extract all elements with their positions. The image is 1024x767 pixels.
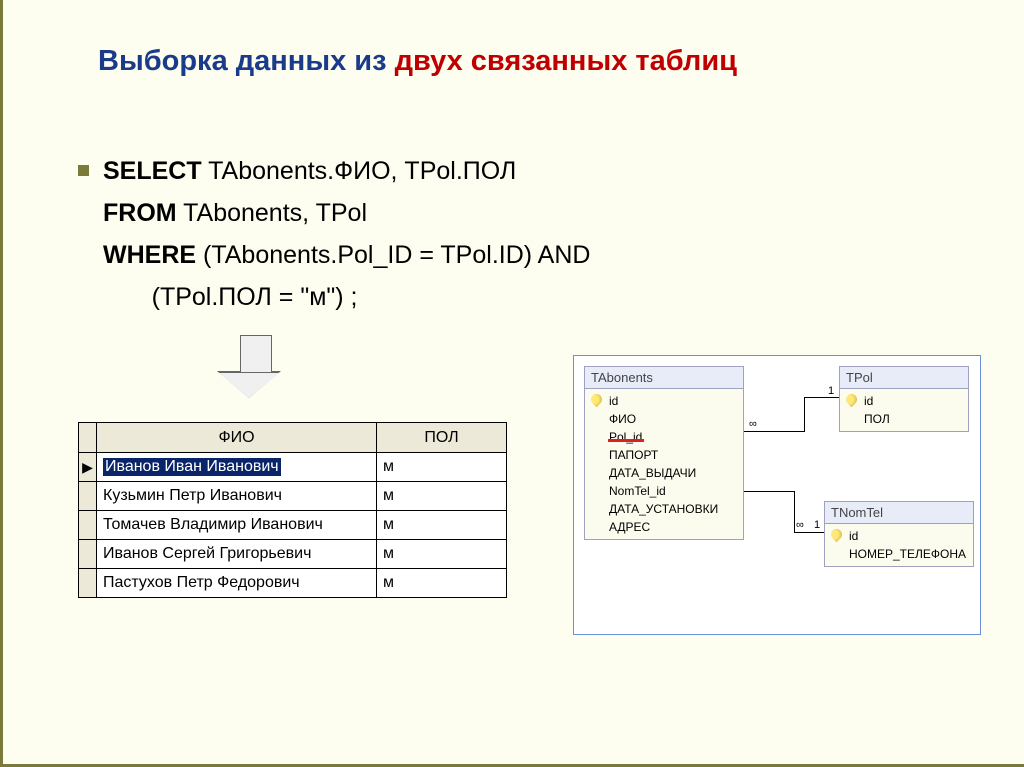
field-list: id ФИО Pol_id ПАПОРТ ДАТА_ВЫДАЧИ NomTel_… (585, 389, 743, 539)
cell-fio: Томачев Владимир Иванович (97, 511, 377, 540)
table-row: Пастухов Петр Федорович м (79, 569, 507, 598)
cardinality-infinity: ∞ (796, 519, 804, 531)
field-id: id (585, 392, 743, 410)
relation-line (804, 397, 805, 432)
sql-code: SELECT TAbonents.ФИО, TPol.ПОЛ FROM TAbo… (103, 150, 590, 318)
title-part1: Выборка данных из (98, 45, 395, 77)
cell-pol: м (377, 453, 507, 482)
field-passport: ПАПОРТ (585, 446, 743, 464)
relation-line (744, 431, 804, 432)
title-part2: двух связанных таблиц (395, 45, 737, 77)
field-address: АДРЕС (585, 518, 743, 536)
cell-fio: Иванов Иван Иванович (97, 453, 377, 482)
relation-line (744, 491, 794, 492)
sql-line-2: FROM TAbonents, TPol (103, 192, 590, 234)
row-head (79, 569, 97, 598)
col-fio: ФИО (97, 423, 377, 453)
result-table: ФИО ПОЛ ▶ Иванов Иван Иванович м Кузьмин… (78, 422, 507, 598)
row-head (79, 482, 97, 511)
sql-line-4: (TPol.ПОЛ = "м") ; (103, 276, 590, 318)
table-row: ▶ Иванов Иван Иванович м (79, 453, 507, 482)
sql-line-1: SELECT TAbonents.ФИО, TPol.ПОЛ (103, 150, 590, 192)
cardinality-one: 1 (814, 519, 820, 531)
field-pol: ПОЛ (840, 410, 968, 428)
field-issue-date: ДАТА_ВЫДАЧИ (585, 464, 743, 482)
cell-pol: м (377, 540, 507, 569)
cell-fio: Пастухов Петр Федорович (97, 569, 377, 598)
cardinality-infinity: ∞ (749, 418, 757, 430)
table-row: Иванов Сергей Григорьевич м (79, 540, 507, 569)
bullet-icon (78, 165, 89, 176)
sql-line-3: WHERE (TAbonents.Pol_ID = TPol.ID) AND (103, 234, 590, 276)
slide-title: Выборка данных из двух связанных таблиц (98, 45, 737, 78)
arrow-down-icon (233, 335, 279, 398)
field-polid: Pol_id (585, 428, 743, 446)
field-list: id ПОЛ (840, 389, 968, 431)
table-header-row: ФИО ПОЛ (79, 423, 507, 453)
table-box-tabonents: TAbonents id ФИО Pol_id ПАПОРТ ДАТА_ВЫДА… (584, 366, 744, 540)
cell-fio: Иванов Сергей Григорьевич (97, 540, 377, 569)
corner-cell (79, 423, 97, 453)
field-fio: ФИО (585, 410, 743, 428)
cell-fio: Кузьмин Петр Иванович (97, 482, 377, 511)
relation-line (794, 491, 795, 532)
row-head (79, 540, 97, 569)
field-list: id НОМЕР_ТЕЛЕФОНА (825, 524, 973, 566)
table-box-tpol: TPol id ПОЛ (839, 366, 969, 432)
table-box-tnomtel: TNomTel id НОМЕР_ТЕЛЕФОНА (824, 501, 974, 567)
underline-marker (608, 439, 644, 442)
row-head (79, 511, 97, 540)
cell-pol: м (377, 482, 507, 511)
table-title: TNomTel (825, 502, 973, 524)
cell-pol: м (377, 569, 507, 598)
cardinality-one: 1 (828, 385, 834, 397)
field-phone: НОМЕР_ТЕЛЕФОНА (825, 545, 973, 563)
row-pointer-icon: ▶ (79, 453, 97, 482)
relation-line (804, 397, 839, 398)
field-install-date: ДАТА_УСТАНОВКИ (585, 500, 743, 518)
table-row: Томачев Владимир Иванович м (79, 511, 507, 540)
relation-line (794, 532, 824, 533)
er-diagram: TAbonents id ФИО Pol_id ПАПОРТ ДАТА_ВЫДА… (573, 355, 981, 635)
field-nomtelid: NomTel_id (585, 482, 743, 500)
field-id: id (825, 527, 973, 545)
table-title: TPol (840, 367, 968, 389)
table-row: Кузьмин Петр Иванович м (79, 482, 507, 511)
table-title: TAbonents (585, 367, 743, 389)
col-pol: ПОЛ (377, 423, 507, 453)
cell-pol: м (377, 511, 507, 540)
field-id: id (840, 392, 968, 410)
